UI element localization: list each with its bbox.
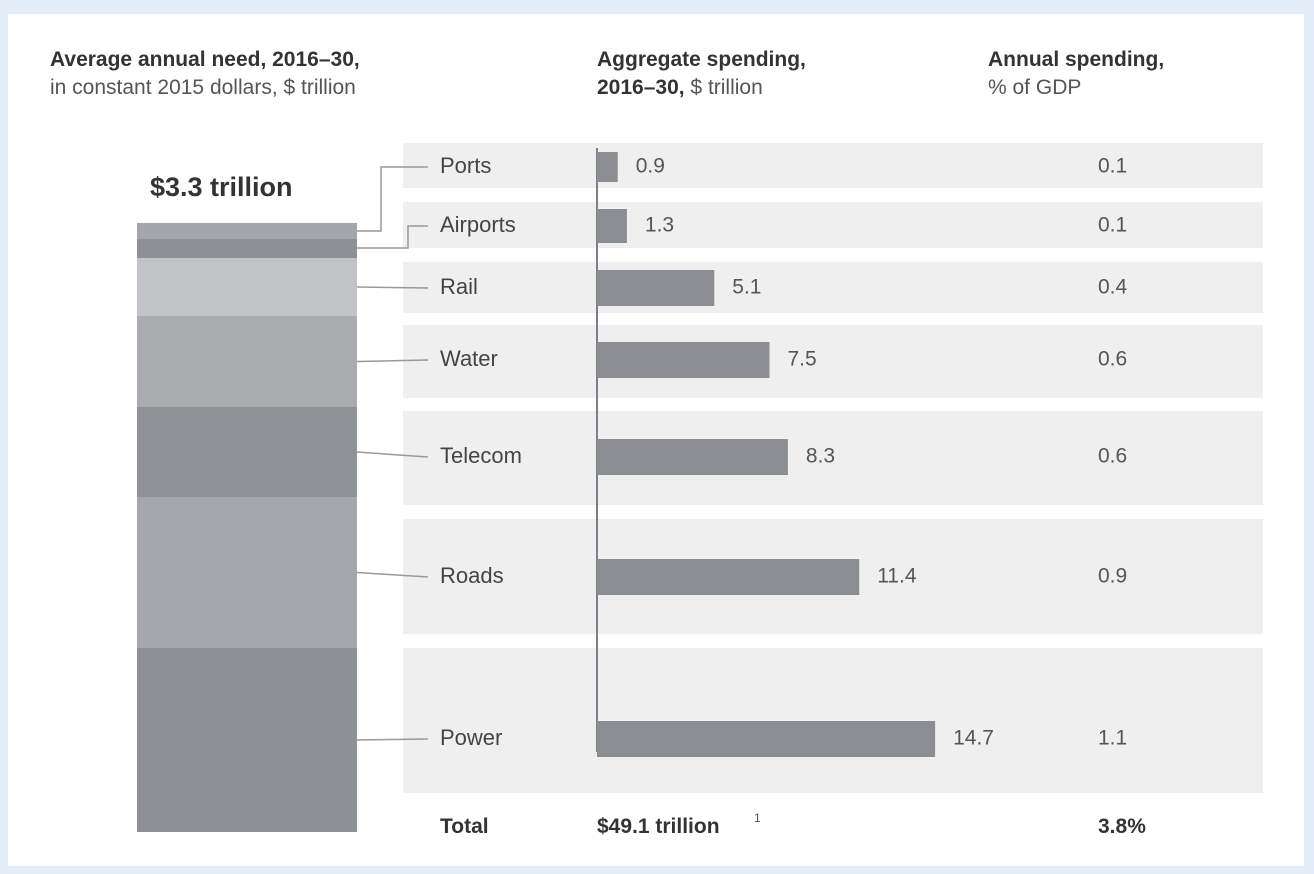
bar-rail bbox=[597, 270, 715, 306]
bar-airports bbox=[597, 209, 627, 243]
total-gdp: 3.8% bbox=[1098, 815, 1146, 838]
header-aggregate-spending: Aggregate spending, 2016–30, $ trillion bbox=[597, 46, 806, 102]
header-annual-need-subtitle: in constant 2015 dollars, $ trillion bbox=[50, 76, 356, 99]
category-label-airports: Airports bbox=[440, 212, 516, 237]
row-band-power bbox=[403, 648, 1263, 793]
bar-telecom bbox=[597, 439, 788, 475]
stack-segment-telecom bbox=[137, 407, 357, 497]
header-aggregate-title: Aggregate spending, bbox=[597, 48, 806, 71]
leader-line-airports bbox=[357, 225, 428, 249]
header-annual-spending-subtitle: % of GDP bbox=[988, 76, 1082, 99]
stack-segment-roads bbox=[137, 497, 357, 648]
header-annual-need-title: Average annual need, 2016–30, bbox=[50, 48, 360, 71]
category-label-power: Power bbox=[440, 725, 502, 750]
total-aggregate-footnote: 1 bbox=[754, 811, 761, 825]
gdp-label-water: 0.6 bbox=[1098, 348, 1127, 371]
leader-line-power bbox=[356, 738, 429, 741]
leader-line-water bbox=[356, 359, 429, 363]
leader-line-ports bbox=[357, 166, 428, 232]
value-label-power: 14.7 bbox=[953, 727, 994, 750]
header-aggregate-line2: 2016–30, $ trillion bbox=[597, 74, 806, 102]
header-aggregate-unit: $ trillion bbox=[684, 76, 763, 99]
gdp-label-airports: 0.1 bbox=[1098, 214, 1127, 237]
gdp-label-power: 1.1 bbox=[1098, 727, 1127, 750]
bar-roads bbox=[597, 559, 860, 595]
header-annual-need: Average annual need, 2016–30, in constan… bbox=[50, 46, 360, 102]
leader-line-rail bbox=[356, 286, 429, 289]
value-label-ports: 0.9 bbox=[636, 155, 665, 178]
value-label-roads: 11.4 bbox=[877, 565, 917, 588]
bar-ports bbox=[597, 152, 618, 182]
stack-segment-water bbox=[137, 316, 357, 407]
category-label-rail: Rail bbox=[440, 274, 478, 299]
header-annual-spending: Annual spending, % of GDP bbox=[988, 46, 1164, 102]
total-label: Total bbox=[440, 815, 489, 838]
row-band-telecom bbox=[403, 411, 1263, 505]
category-label-roads: Roads bbox=[440, 563, 504, 588]
annual-need-total: $3.3 trillion bbox=[150, 172, 293, 202]
total-aggregate: $49.1 trillion bbox=[597, 815, 720, 838]
stack-segment-power bbox=[137, 648, 357, 832]
row-band-ports bbox=[403, 143, 1263, 188]
value-label-airports: 1.3 bbox=[645, 214, 674, 237]
stack-segment-airports bbox=[137, 239, 357, 258]
category-label-water: Water bbox=[440, 346, 498, 371]
gdp-label-telecom: 0.6 bbox=[1098, 445, 1127, 468]
stack-segment-ports bbox=[137, 223, 357, 239]
header-annual-spending-title: Annual spending, bbox=[988, 48, 1165, 71]
row-band-rail bbox=[403, 262, 1263, 313]
category-label-ports: Ports bbox=[440, 153, 491, 178]
header-aggregate-period: 2016–30, bbox=[597, 76, 685, 99]
bar-water bbox=[597, 342, 770, 378]
gdp-label-rail: 0.4 bbox=[1098, 276, 1128, 299]
gdp-label-ports: 0.1 bbox=[1098, 155, 1127, 178]
value-label-rail: 5.1 bbox=[732, 276, 761, 299]
leader-line-telecom bbox=[356, 451, 429, 458]
category-label-telecom: Telecom bbox=[440, 443, 522, 468]
gdp-label-roads: 0.9 bbox=[1098, 565, 1127, 588]
stack-segment-rail bbox=[137, 258, 357, 316]
value-label-telecom: 8.3 bbox=[806, 445, 835, 468]
row-band-water bbox=[403, 325, 1263, 398]
leader-line-roads bbox=[356, 571, 429, 578]
row-band-airports bbox=[403, 202, 1263, 248]
bar-power bbox=[597, 721, 936, 757]
value-label-water: 7.5 bbox=[788, 348, 817, 371]
